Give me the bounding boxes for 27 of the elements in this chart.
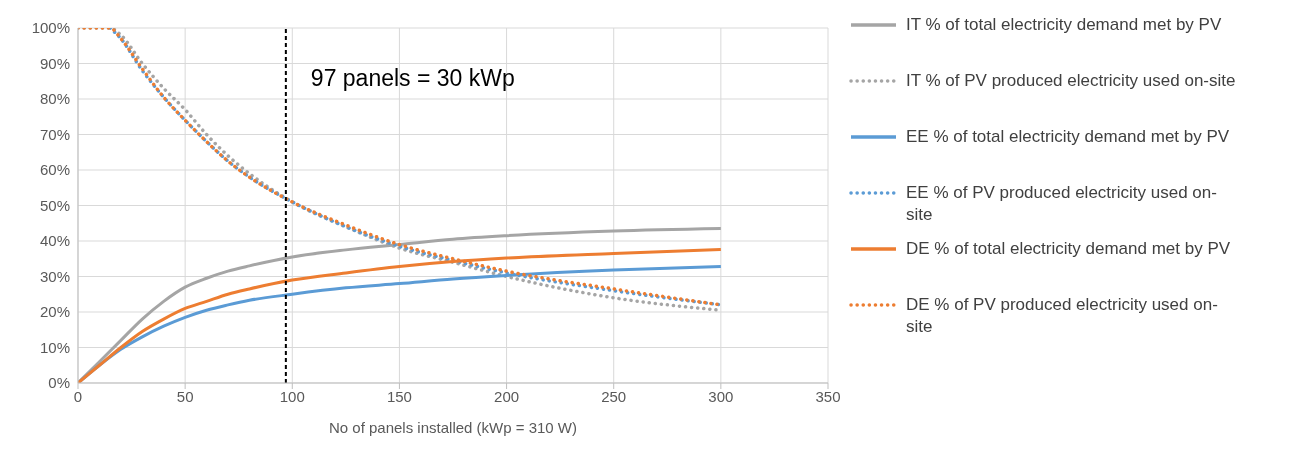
y-tick-label: 100% bbox=[31, 19, 70, 37]
y-tick-label: 30% bbox=[39, 267, 70, 285]
x-tick-label: 0 bbox=[73, 387, 83, 405]
x-tick-label: 50 bbox=[176, 387, 194, 405]
x-axis-title: No of panels installed (kWp = 310 W) bbox=[328, 419, 578, 436]
x-tick-label: 350 bbox=[815, 387, 841, 405]
x-tick-label: 150 bbox=[386, 387, 412, 405]
y-tick-label: 40% bbox=[39, 232, 70, 250]
x-tick-label: 300 bbox=[708, 387, 734, 405]
legend-label: EE % of total electricity demand met by PV bbox=[906, 126, 1231, 148]
x-tick-label: 200 bbox=[494, 387, 520, 405]
legend-label: DE % of PV produced electricity used on-site bbox=[906, 294, 1219, 338]
legend-label: IT % of total electricity demand met by PV bbox=[906, 14, 1223, 36]
y-tick-label: 10% bbox=[39, 338, 70, 356]
legend-label: IT % of PV produced electricity used on-site bbox=[906, 70, 1237, 92]
y-tick-label: 0% bbox=[48, 374, 70, 392]
y-tick-label: 80% bbox=[39, 90, 70, 108]
ref-line-label: 97 panels = 30 kWp bbox=[310, 65, 515, 91]
legend-label: EE % of PV produced electricity used on-site bbox=[906, 182, 1218, 226]
y-tick-label: 90% bbox=[39, 54, 70, 72]
y-tick-label: 50% bbox=[39, 196, 70, 214]
legend-label: DE % of total electricity demand met by PV bbox=[906, 238, 1232, 260]
x-tick-label: 100 bbox=[279, 387, 305, 405]
x-tick-label: 250 bbox=[601, 387, 627, 405]
y-tick-label: 70% bbox=[39, 125, 70, 143]
y-tick-label: 20% bbox=[39, 303, 70, 321]
y-tick-label: 60% bbox=[39, 161, 70, 179]
